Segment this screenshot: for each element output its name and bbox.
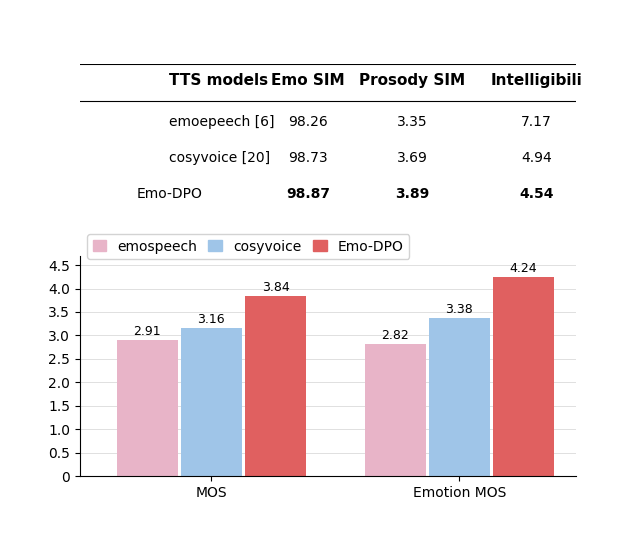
Text: 4.54: 4.54 <box>519 187 554 201</box>
Text: 2.82: 2.82 <box>381 329 409 342</box>
Bar <box>429 318 490 476</box>
Bar <box>181 328 242 476</box>
Text: 98.26: 98.26 <box>288 115 328 129</box>
Text: cosyvoice [20]: cosyvoice [20] <box>169 151 271 165</box>
Text: 3.35: 3.35 <box>397 115 428 129</box>
Text: Emo-DPO: Emo-DPO <box>136 187 202 201</box>
Bar <box>245 296 306 476</box>
Text: 3.16: 3.16 <box>198 313 225 326</box>
Text: TTS models: TTS models <box>169 73 268 88</box>
Text: 3.84: 3.84 <box>262 281 289 294</box>
Bar <box>365 344 426 476</box>
Text: 3.38: 3.38 <box>445 303 473 316</box>
Text: Prosody SIM: Prosody SIM <box>359 73 465 88</box>
Text: 98.73: 98.73 <box>289 151 328 165</box>
Bar <box>116 340 177 476</box>
Text: Emo SIM: Emo SIM <box>271 73 345 88</box>
Text: 2.91: 2.91 <box>133 325 161 338</box>
Text: emoepeech [6]: emoepeech [6] <box>169 115 275 129</box>
Legend: emospeech, cosyvoice, Emo-DPO: emospeech, cosyvoice, Emo-DPO <box>87 234 409 259</box>
Text: 3.89: 3.89 <box>395 187 429 201</box>
Text: 98.87: 98.87 <box>286 187 330 201</box>
Text: 7.17: 7.17 <box>521 115 552 129</box>
Text: Intelligibili: Intelligibili <box>490 73 582 88</box>
Text: 4.94: 4.94 <box>521 151 552 165</box>
Text: 4.24: 4.24 <box>509 262 538 276</box>
Text: 3.69: 3.69 <box>397 151 428 165</box>
Bar <box>493 277 554 476</box>
